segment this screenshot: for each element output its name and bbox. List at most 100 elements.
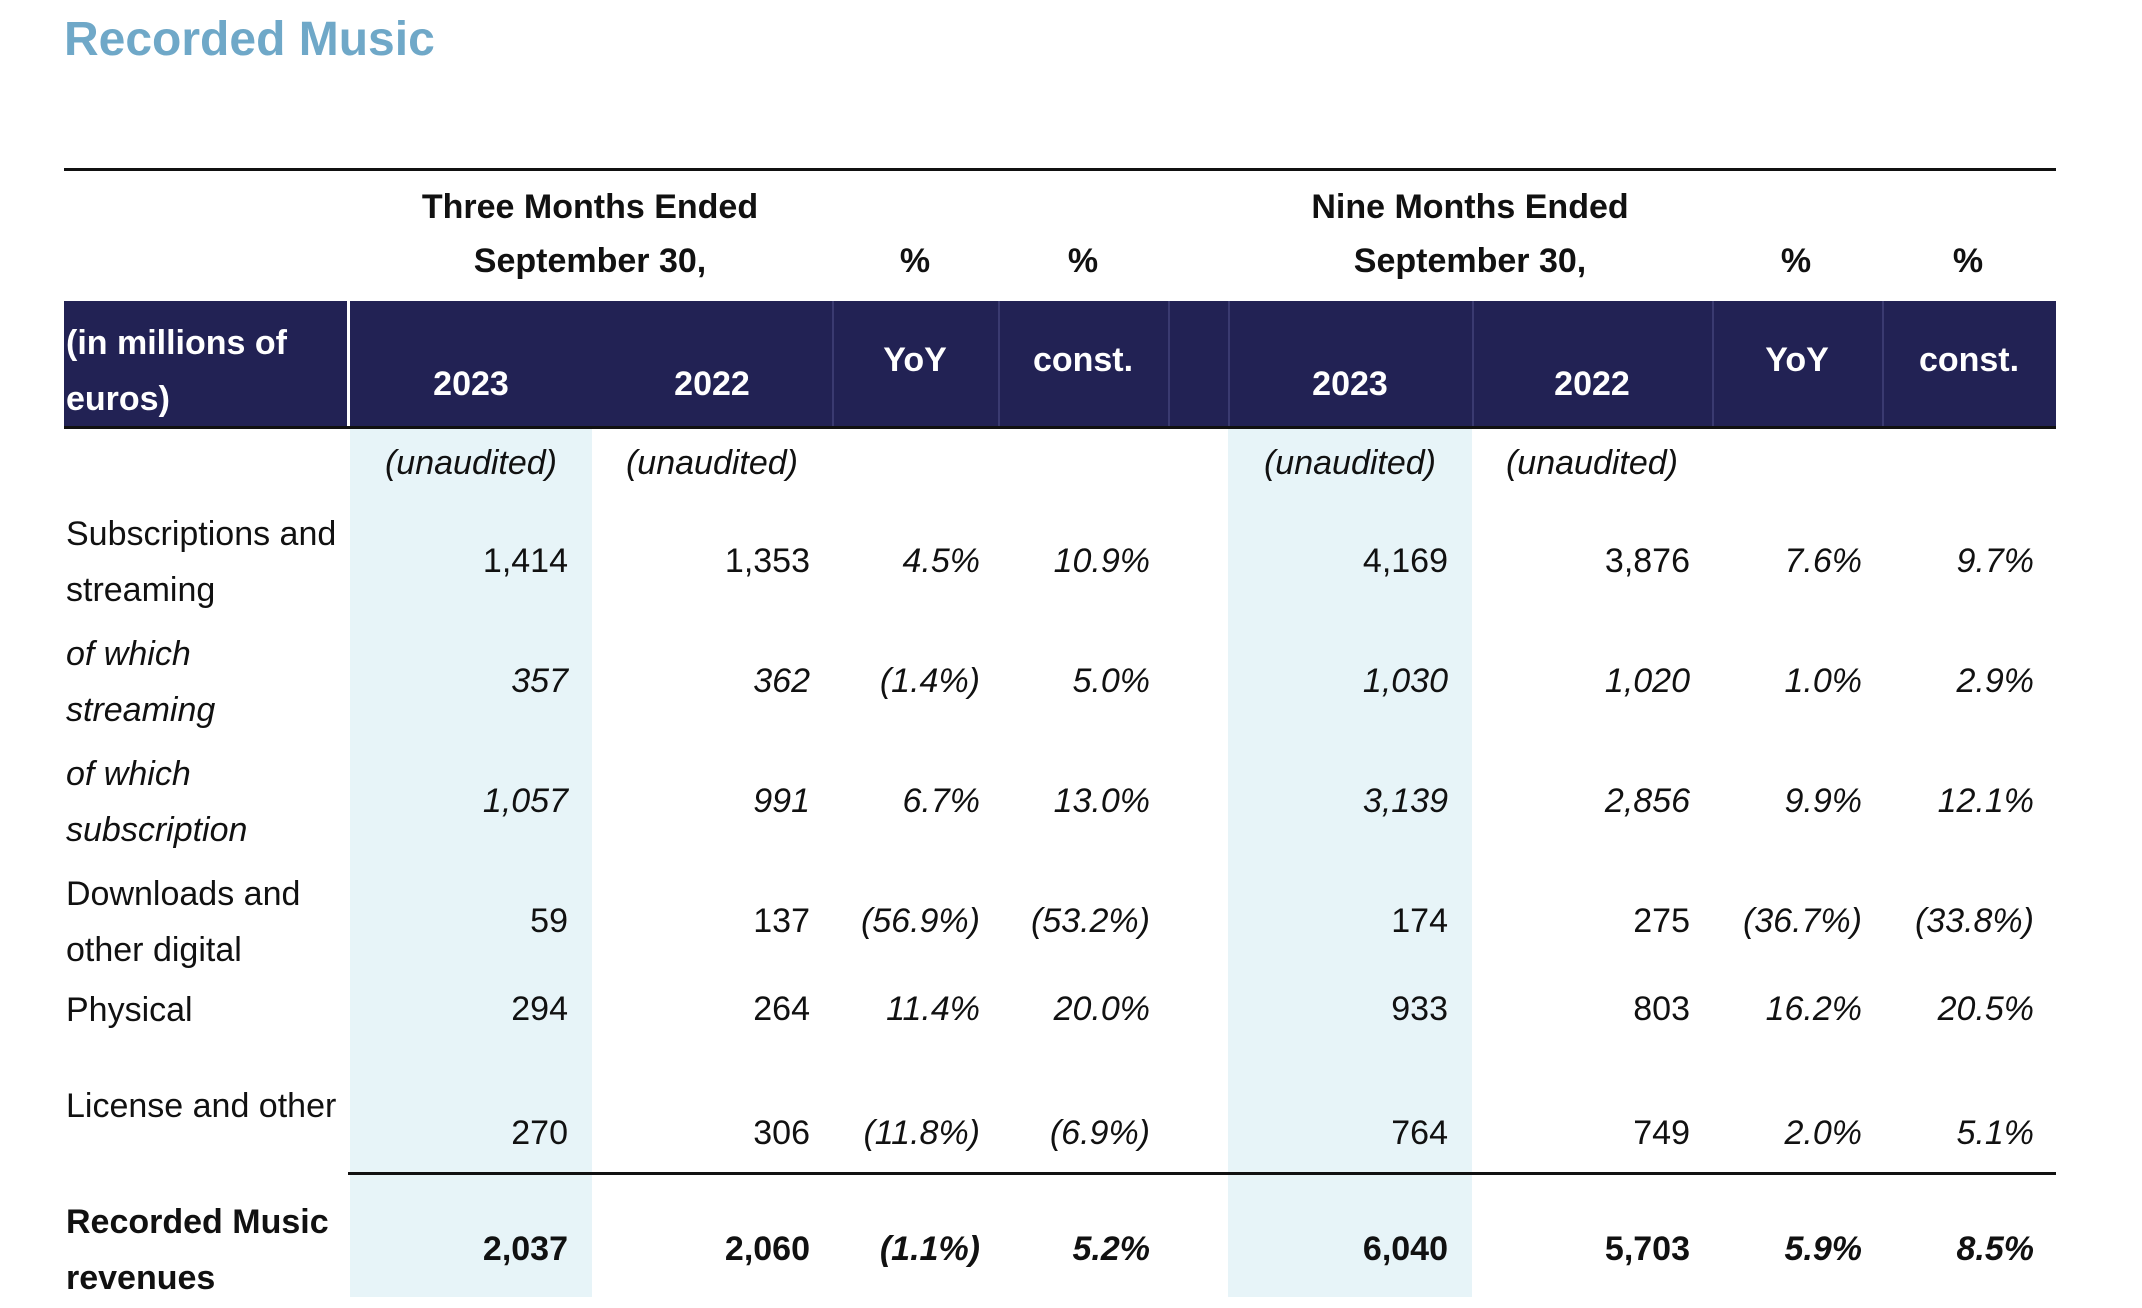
yoy-pct-header-3m: % xyxy=(899,242,931,280)
row-label: Recorded Music revenues xyxy=(66,1203,329,1297)
cell-2023-9m: 6,040 xyxy=(1362,1230,1448,1268)
cell-const-3m: 20.0% xyxy=(1053,990,1150,1028)
band-divider xyxy=(832,301,834,427)
cell-const-3m: (6.9%) xyxy=(1049,1114,1150,1152)
cell-const-9m: 8.5% xyxy=(1956,1230,2035,1268)
cell-yoy-3m: 11.4% xyxy=(886,990,980,1028)
cell-yoy-3m: (11.8%) xyxy=(863,1114,980,1152)
cell-2022-3m: 362 xyxy=(753,662,810,700)
col-2022-9m: 2022 xyxy=(1554,365,1630,403)
cell-2022-9m: 5,703 xyxy=(1604,1230,1690,1268)
cell-const-3m: 10.9% xyxy=(1053,542,1150,580)
cell-2023-9m: 1,030 xyxy=(1362,662,1448,700)
row-label: Subscriptions and streaming xyxy=(66,515,337,609)
band-divider xyxy=(1712,301,1714,427)
cell-2022-3m: 991 xyxy=(753,782,810,820)
band-divider xyxy=(998,301,1000,427)
cell-const-3m: 5.2% xyxy=(1072,1230,1151,1268)
cell-2023-3m: 1,057 xyxy=(482,782,568,820)
col-yoy-3m: YoY xyxy=(883,341,947,379)
cell-2022-3m: 137 xyxy=(753,902,810,940)
cell-yoy-9m: 7.6% xyxy=(1784,542,1863,580)
cell-2022-3m: 264 xyxy=(753,990,810,1028)
total-rule xyxy=(348,1172,2056,1175)
col-2023-3m: 2023 xyxy=(433,365,509,403)
cell-2023-9m: 3,139 xyxy=(1362,782,1448,820)
cell-const-3m: 5.0% xyxy=(1072,662,1151,700)
const-pct-header-3m: % xyxy=(1067,242,1099,280)
col-yoy-9m: YoY xyxy=(1765,341,1829,379)
cell-2022-9m: 803 xyxy=(1633,990,1690,1028)
unaudited-2023-3m: (unaudited) xyxy=(384,444,557,482)
cell-2023-3m: 294 xyxy=(511,990,568,1028)
cell-2023-3m: 270 xyxy=(511,1114,568,1152)
cell-yoy-9m: 1.0% xyxy=(1784,662,1863,700)
cell-yoy-3m: 4.5% xyxy=(902,542,981,580)
cell-2022-9m: 749 xyxy=(1633,1114,1690,1152)
cell-2022-3m: 2,060 xyxy=(724,1230,810,1268)
nine-months-header-date: September 30, xyxy=(1353,242,1587,280)
cell-yoy-3m: (1.4%) xyxy=(879,662,980,700)
row-label: of which streaming xyxy=(66,635,216,729)
cell-yoy-3m: 6.7% xyxy=(902,782,981,820)
col-2023-9m: 2023 xyxy=(1312,365,1388,403)
highlight-2023-3m xyxy=(350,429,592,1297)
cell-2022-3m: 306 xyxy=(753,1114,810,1152)
yoy-pct-header-9m: % xyxy=(1780,242,1812,280)
col-const-9m: const. xyxy=(1918,341,2020,379)
cell-2022-9m: 275 xyxy=(1633,902,1690,940)
band-divider xyxy=(1882,301,1884,427)
cell-yoy-9m: (36.7%) xyxy=(1742,902,1862,940)
cell-2022-3m: 1,353 xyxy=(724,542,810,580)
units-label: (in millions of euros) xyxy=(66,324,287,418)
cell-const-9m: 9.7% xyxy=(1956,542,2035,580)
col-const-3m: const. xyxy=(1032,341,1134,379)
cell-yoy-9m: 2.0% xyxy=(1784,1114,1863,1152)
cell-const-9m: 20.5% xyxy=(1937,990,2034,1028)
unaudited-2022-3m: (unaudited) xyxy=(625,444,798,482)
page-title: Recorded Music xyxy=(64,13,435,66)
cell-2023-3m: 357 xyxy=(511,662,568,700)
unaudited-2023-9m: (unaudited) xyxy=(1263,444,1436,482)
cell-yoy-3m: (1.1%) xyxy=(879,1230,980,1268)
cell-2022-9m: 3,876 xyxy=(1604,542,1690,580)
three-months-header-date: September 30, xyxy=(473,242,707,280)
cell-const-3m: 13.0% xyxy=(1053,782,1150,820)
cell-2023-9m: 174 xyxy=(1391,902,1448,940)
band-divider xyxy=(1168,301,1170,427)
cell-const-9m: 5.1% xyxy=(1956,1114,2035,1152)
row-label: Downloads and other digital xyxy=(66,875,301,969)
table-top-rule xyxy=(64,168,2056,171)
unaudited-2022-9m: (unaudited) xyxy=(1505,444,1678,482)
const-pct-header-9m: % xyxy=(1952,242,1984,280)
highlight-2023-9m xyxy=(1228,429,1472,1297)
cell-2023-9m: 4,169 xyxy=(1362,542,1448,580)
cell-const-9m: 2.9% xyxy=(1956,662,2035,700)
cell-2023-9m: 764 xyxy=(1391,1114,1448,1152)
cell-const-9m: 12.1% xyxy=(1937,782,2034,820)
header-bottom-rule xyxy=(64,426,2056,429)
band-divider xyxy=(1228,301,1230,427)
cell-2023-3m: 1,414 xyxy=(482,542,568,580)
cell-2023-9m: 933 xyxy=(1391,990,1448,1028)
cell-const-3m: (53.2%) xyxy=(1030,902,1150,940)
units-cell xyxy=(64,301,347,427)
row-label: License and other xyxy=(66,1087,337,1125)
cell-yoy-9m: 5.9% xyxy=(1784,1230,1863,1268)
cell-const-9m: (33.8%) xyxy=(1914,902,2034,940)
three-months-header-line1: Three Months Ended xyxy=(421,188,759,226)
cell-yoy-9m: 9.9% xyxy=(1784,782,1863,820)
row-label: Physical xyxy=(66,991,193,1029)
nine-months-header-line1: Nine Months Ended xyxy=(1311,188,1629,226)
col-2022-3m: 2022 xyxy=(674,365,750,403)
column-header-band: (in millions of euros) 2023 2022 YoY con… xyxy=(64,301,2056,427)
cell-2022-9m: 1,020 xyxy=(1604,662,1690,700)
band-divider xyxy=(1472,301,1474,427)
cell-2022-9m: 2,856 xyxy=(1604,782,1690,820)
row-label: of which subscription xyxy=(66,755,248,849)
cell-yoy-3m: (56.9%) xyxy=(860,902,980,940)
cell-2023-3m: 59 xyxy=(530,902,568,940)
cell-2023-3m: 2,037 xyxy=(482,1230,568,1268)
cell-yoy-9m: 16.2% xyxy=(1765,990,1862,1028)
band-divider xyxy=(347,301,350,427)
